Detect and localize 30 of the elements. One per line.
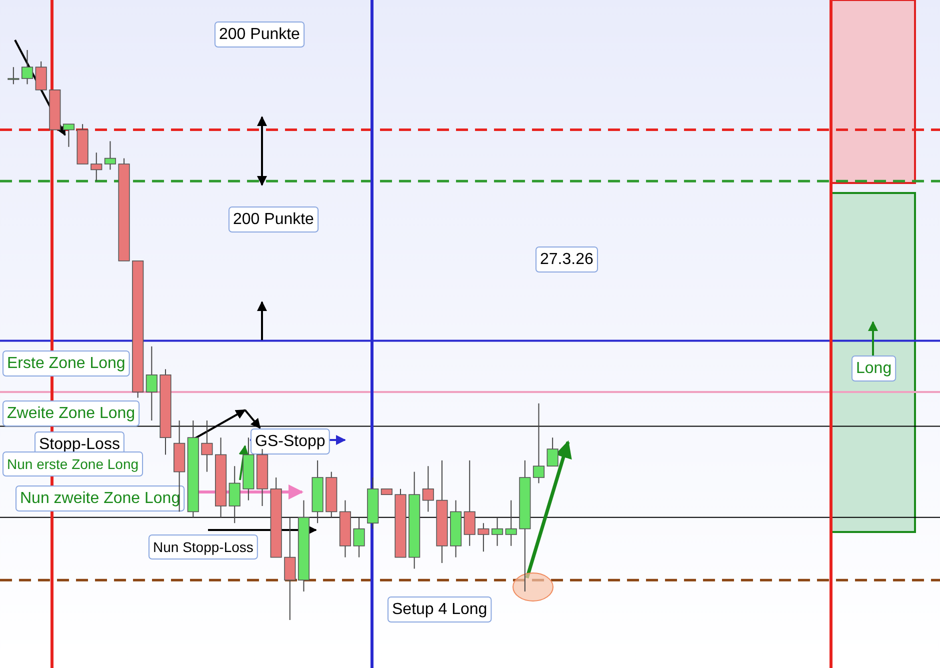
candlestick	[532, 402, 545, 484]
annotation: 200 Punkte	[233, 211, 314, 228]
candlestick	[284, 516, 296, 620]
candlestick	[90, 152, 102, 182]
candlestick	[62, 124, 75, 148]
candlestick	[422, 466, 434, 512]
candlestick	[353, 516, 365, 558]
text: 200 Punkte	[219, 26, 300, 43]
candlestick	[464, 460, 476, 546]
annotation: Nun erste Zone Long	[7, 456, 139, 472]
annotation: Erste Zone Long	[7, 355, 126, 372]
candlestick	[478, 522, 490, 552]
candlestick	[546, 437, 558, 467]
annotation: Zweite Zone Long	[7, 405, 136, 422]
annotation: Nun Stopp-Loss	[153, 539, 254, 555]
candlestick	[228, 466, 240, 524]
candlestick	[35, 60, 47, 90]
candlestick	[505, 500, 517, 546]
candlestick	[21, 50, 34, 85]
candlestick	[104, 140, 116, 170]
candlestick	[491, 516, 504, 546]
candlestick	[8, 66, 20, 85]
candlestick	[201, 420, 213, 472]
text: Long	[856, 360, 892, 377]
annotation: Setup 4 Long	[392, 601, 488, 618]
candlestick	[146, 346, 158, 421]
annotation: Stopp-Loss	[39, 436, 120, 453]
annotation: GS-Stopp	[255, 433, 326, 450]
annotation: 27.3.26	[540, 251, 594, 268]
annotation: Nun zweite Zone Long	[20, 490, 180, 507]
